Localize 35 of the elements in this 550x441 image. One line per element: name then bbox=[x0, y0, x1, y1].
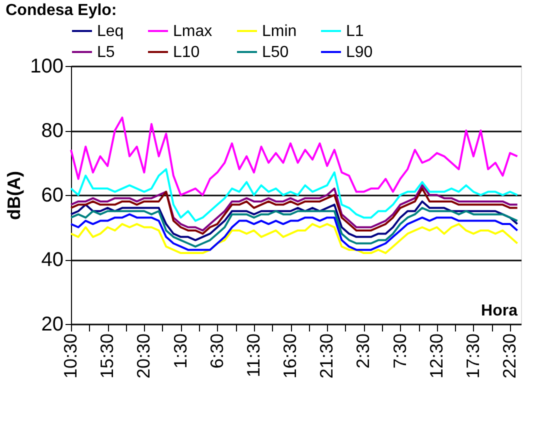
x-tick-label: 10:30 bbox=[60, 334, 80, 379]
y-tick-label: 60 bbox=[41, 184, 64, 206]
legend-label: L1 bbox=[346, 23, 364, 40]
legend-label: L10 bbox=[173, 44, 200, 61]
chart-title: Condesa Eylo: bbox=[6, 2, 117, 19]
line-series bbox=[70, 206, 518, 248]
x-tick-label: 11:30 bbox=[243, 334, 264, 378]
legend-label: L50 bbox=[262, 44, 289, 61]
x-tick-label: 1:30 bbox=[170, 334, 190, 369]
x-tick-label: 20:30 bbox=[134, 334, 154, 379]
line-series bbox=[70, 200, 518, 242]
y-tick-label: 80 bbox=[41, 120, 64, 142]
y-tick-label: 20 bbox=[41, 314, 64, 336]
x-tick-label: 6:30 bbox=[206, 334, 227, 369]
x-tick-label: 22:30 bbox=[500, 334, 520, 379]
line-series bbox=[70, 213, 518, 251]
legend-label: Leq bbox=[97, 23, 124, 40]
x-tick-label: 2:30 bbox=[353, 334, 374, 369]
x-tick-label: 16:30 bbox=[280, 334, 300, 379]
line-series bbox=[70, 168, 518, 222]
x-tick-label: 17:30 bbox=[462, 334, 483, 379]
legend-label: L90 bbox=[346, 44, 373, 61]
x-tick-label: 15:30 bbox=[97, 334, 118, 379]
x-axis-title: Hora bbox=[481, 302, 518, 320]
line-series bbox=[70, 223, 518, 254]
legend-label: Lmin bbox=[262, 23, 297, 40]
x-tick-label: 12:30 bbox=[426, 334, 446, 379]
legend-label: Lmax bbox=[173, 23, 212, 40]
y-axis-title: dB(A) bbox=[4, 171, 24, 220]
legend-label: L5 bbox=[97, 44, 115, 61]
x-tick-label: 21:30 bbox=[316, 334, 337, 379]
x-tick-label: 7:30 bbox=[390, 334, 410, 369]
y-tick-label: 40 bbox=[41, 249, 64, 271]
y-tick-label: 100 bbox=[30, 56, 64, 78]
line-series bbox=[70, 116, 518, 196]
